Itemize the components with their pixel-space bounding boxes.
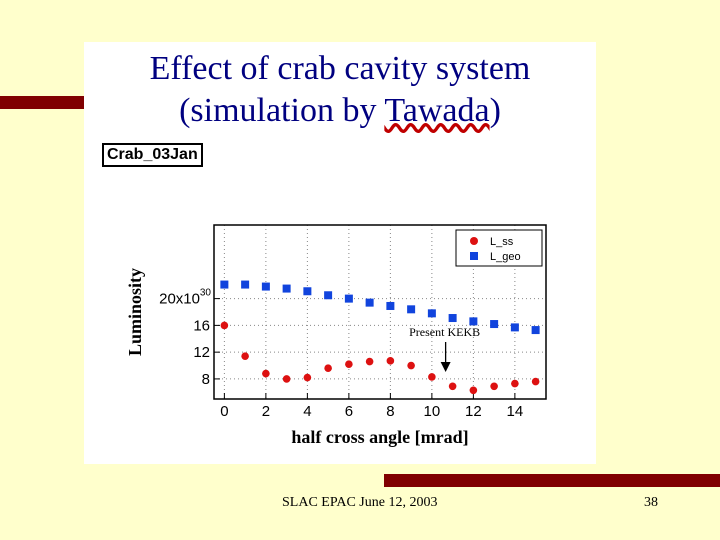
- data-point-l-geo: [510, 323, 519, 332]
- title-line-2: (simulation by Tawada): [84, 90, 596, 132]
- title-line-2-prefix: (simulation by: [179, 92, 385, 129]
- x-tick-label: 2: [262, 403, 270, 420]
- data-point-l-ss: [407, 361, 415, 370]
- x-tick-label: 8: [386, 403, 394, 420]
- footer-text: SLAC EPAC June 12, 2003: [282, 495, 438, 510]
- data-point-l-geo: [261, 282, 270, 291]
- data-point-l-ss: [262, 369, 270, 378]
- y-tick-label: 20x10: [159, 291, 200, 308]
- x-axis-label: half cross angle [mrad]: [291, 427, 468, 447]
- data-point-l-geo: [220, 280, 229, 289]
- accent-bar-left: [0, 96, 84, 109]
- data-point-l-geo: [469, 317, 478, 326]
- y-tick-label: 12: [193, 344, 210, 361]
- data-point-l-ss: [365, 357, 374, 366]
- title-line-1: Effect of crab cavity system: [149, 50, 531, 87]
- data-point-l-geo: [344, 294, 353, 303]
- title-line-2-suffix: ): [489, 92, 501, 129]
- data-point-l-geo: [531, 326, 540, 335]
- x-tick-label: 12: [465, 403, 482, 420]
- y-axis-label: Luminosity: [125, 268, 145, 356]
- data-point-l-geo: [365, 298, 374, 307]
- data-point-l-ss: [241, 352, 249, 360]
- data-point-l-ss: [490, 382, 498, 391]
- y-tick-exponent: 30: [200, 288, 212, 299]
- y-tick-label: 8: [202, 371, 210, 388]
- data-point-l-ss: [282, 375, 291, 383]
- legend-label: L_geo: [490, 251, 521, 263]
- slide-title: Effect of crab cavity system (simulation…: [84, 48, 596, 132]
- data-point-l-geo: [427, 309, 436, 318]
- annotation-present-kekb: Present KEKB: [409, 325, 480, 339]
- page-number: 38: [644, 495, 658, 510]
- data-point-l-ss: [303, 373, 312, 382]
- title-author-name: Tawada: [384, 92, 490, 129]
- plot-frame: [213, 224, 547, 400]
- content-panel: Effect of crab cavity system (simulation…: [84, 42, 596, 464]
- legend-marker-l-ss: [470, 237, 478, 245]
- legend-marker-l-geo: [470, 252, 478, 260]
- data-point-l-geo: [490, 320, 499, 329]
- data-point-l-ss: [511, 379, 519, 388]
- data-point-l-geo: [386, 301, 395, 310]
- y-tick-label: 16: [193, 317, 210, 334]
- x-tick-label: 0: [220, 403, 228, 420]
- data-point-l-geo: [324, 291, 333, 300]
- data-point-l-ss: [448, 382, 457, 391]
- data-point-l-ss: [324, 364, 332, 373]
- data-point-l-ss: [531, 377, 540, 386]
- data-point-l-ss: [220, 321, 229, 330]
- data-point-l-ss: [345, 360, 353, 369]
- data-point-l-ss: [386, 357, 395, 365]
- x-tick-label: 14: [507, 403, 524, 420]
- x-tick-label: 6: [345, 403, 353, 420]
- annotation-arrow-head: [440, 362, 451, 372]
- data-point-l-ss: [469, 386, 478, 395]
- x-tick-label: 10: [424, 403, 441, 420]
- luminosity-chart: 0 2 4 6 8 10 12 14 8 12 16 20x10 30 half cross angle …: [125, 224, 547, 447]
- data-point-l-geo: [303, 287, 312, 296]
- data-point-l-geo: [282, 284, 291, 293]
- data-point-l-geo: [407, 305, 416, 314]
- data-point-l-geo: [241, 280, 250, 289]
- panel-label: Crab_03Jan: [102, 143, 203, 167]
- legend-label: L_ss: [490, 236, 514, 248]
- data-point-l-geo: [448, 314, 457, 323]
- accent-bar-right: [384, 474, 720, 487]
- data-point-l-ss: [428, 373, 436, 381]
- x-tick-label: 4: [303, 403, 311, 420]
